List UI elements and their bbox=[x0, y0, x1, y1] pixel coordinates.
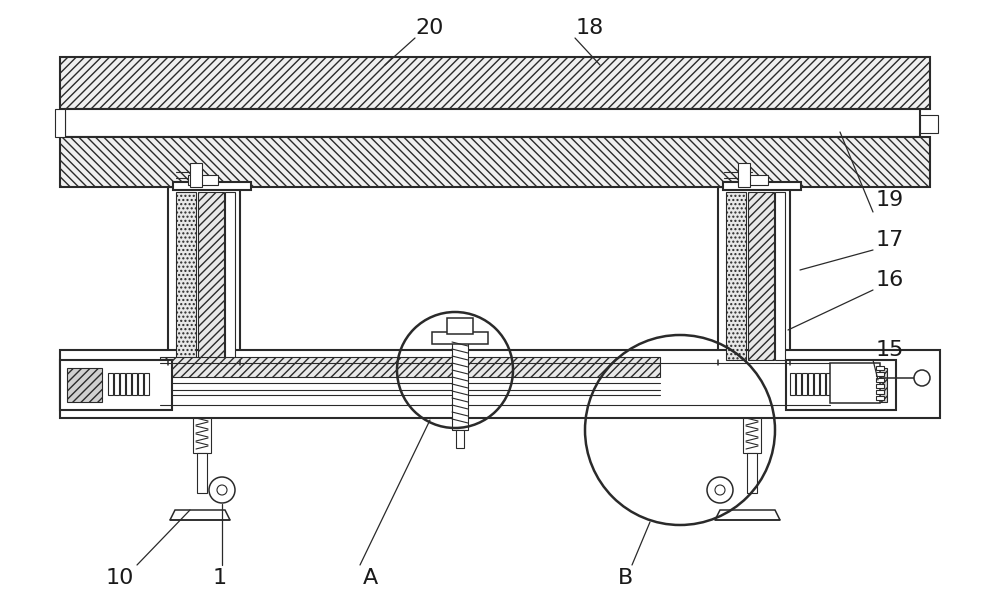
Bar bbox=[876, 396, 884, 400]
Bar bbox=[820, 373, 825, 395]
Polygon shape bbox=[715, 510, 780, 520]
Text: 10: 10 bbox=[106, 568, 134, 588]
Text: B: B bbox=[617, 568, 633, 588]
Bar bbox=[814, 373, 819, 395]
Bar bbox=[60, 57, 930, 109]
Bar bbox=[786, 360, 896, 410]
Bar bbox=[723, 182, 801, 190]
Bar bbox=[198, 192, 224, 360]
Bar bbox=[144, 373, 149, 395]
Bar bbox=[876, 378, 884, 382]
Bar bbox=[197, 453, 207, 493]
Text: 1: 1 bbox=[213, 568, 227, 588]
Bar bbox=[920, 115, 938, 133]
Bar bbox=[747, 453, 757, 493]
Bar bbox=[743, 418, 761, 453]
Bar bbox=[830, 363, 880, 403]
Text: 18: 18 bbox=[576, 18, 604, 38]
Bar bbox=[188, 175, 218, 185]
Text: 15: 15 bbox=[876, 340, 904, 360]
Bar bbox=[447, 318, 473, 334]
Circle shape bbox=[715, 485, 725, 495]
Bar bbox=[790, 373, 795, 395]
Bar bbox=[748, 192, 774, 360]
Bar bbox=[432, 332, 488, 344]
Bar bbox=[55, 109, 65, 137]
Polygon shape bbox=[170, 510, 230, 520]
Bar bbox=[876, 390, 884, 394]
Bar bbox=[132, 373, 137, 395]
Bar bbox=[876, 384, 884, 388]
Bar bbox=[456, 430, 464, 448]
Bar bbox=[160, 357, 660, 377]
Bar bbox=[852, 368, 887, 402]
Text: 17: 17 bbox=[876, 230, 904, 250]
Bar bbox=[718, 187, 790, 365]
Circle shape bbox=[209, 477, 235, 503]
Bar bbox=[775, 192, 785, 360]
Text: 20: 20 bbox=[416, 18, 444, 38]
Circle shape bbox=[914, 370, 930, 386]
Bar bbox=[452, 340, 468, 430]
Bar bbox=[796, 373, 801, 395]
Bar bbox=[60, 360, 172, 410]
Bar bbox=[876, 366, 884, 370]
Bar bbox=[190, 163, 202, 187]
Bar bbox=[802, 373, 807, 395]
Text: A: A bbox=[362, 568, 378, 588]
Bar bbox=[60, 137, 930, 187]
Bar bbox=[738, 175, 768, 185]
Bar bbox=[726, 192, 746, 360]
Bar bbox=[114, 373, 119, 395]
Bar bbox=[60, 350, 940, 418]
Bar bbox=[738, 163, 750, 187]
Bar bbox=[138, 373, 143, 395]
Bar bbox=[225, 192, 235, 360]
Text: 19: 19 bbox=[876, 190, 904, 210]
Bar bbox=[67, 368, 102, 402]
Bar bbox=[108, 373, 113, 395]
Bar bbox=[808, 373, 813, 395]
Bar bbox=[173, 182, 251, 190]
Bar bbox=[65, 109, 920, 137]
Circle shape bbox=[217, 485, 227, 495]
Bar bbox=[120, 373, 125, 395]
Bar bbox=[193, 418, 211, 453]
Circle shape bbox=[707, 477, 733, 503]
Bar bbox=[126, 373, 131, 395]
Bar bbox=[176, 192, 196, 360]
Bar bbox=[876, 372, 884, 376]
Bar bbox=[168, 187, 240, 365]
Bar bbox=[826, 373, 831, 395]
Text: 16: 16 bbox=[876, 270, 904, 290]
